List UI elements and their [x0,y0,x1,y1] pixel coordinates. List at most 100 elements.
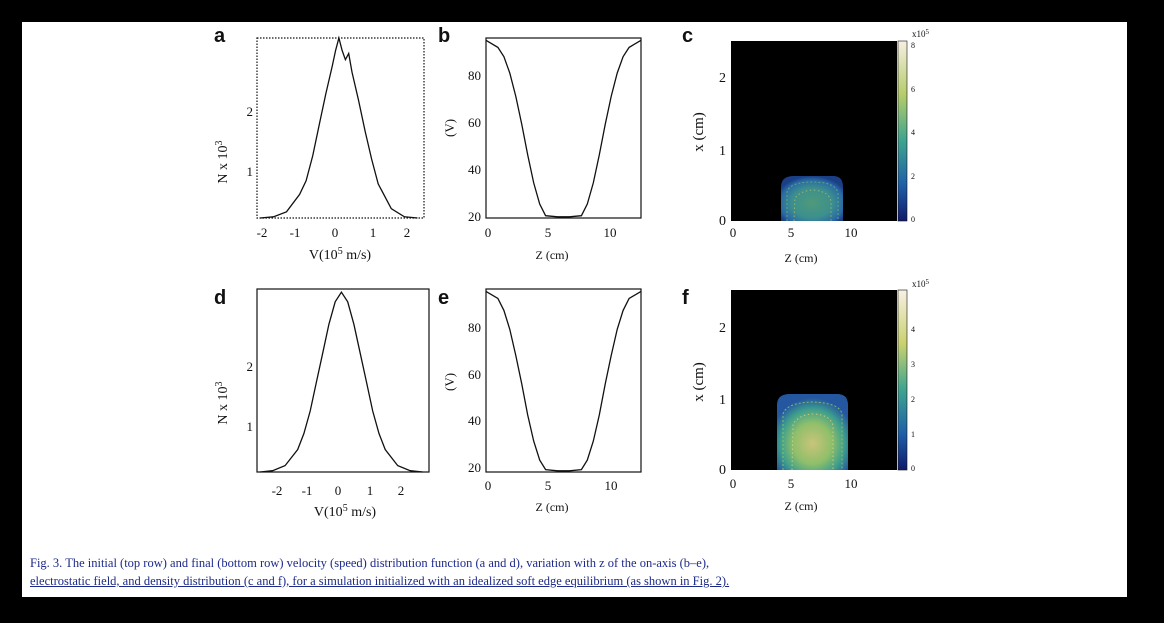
plot-frame-b [485,37,642,219]
y-ticks-d: 1 2 [247,359,254,434]
colorbar-tick: 1 [911,430,915,439]
panel-label-b: b [438,25,450,47]
y-axis-label-f: x (cm) [691,362,707,402]
y-tick-label: 2 [719,71,726,86]
x-tick-label: 0 [332,225,339,240]
y-tick-label: 20 [468,460,481,475]
x-axis-label-c: Z (cm) [785,251,818,265]
colorbar-tick: 0 [911,215,915,224]
y-ticks-b: 20 40 60 80 [468,68,481,224]
x-ticks-e: 0 5 10 [485,478,618,493]
x-ticks-c: 0 5 10 [730,225,858,240]
figure-canvas: a -2 -1 0 1 2 1 2 N x 103 V(105 m/s) b 0 [214,25,930,520]
density-contour [786,181,839,221]
y-tick-label: 0 [719,463,726,478]
x-tick-label: 5 [788,476,795,491]
x-ticks-d: -2 -1 0 1 2 [272,483,405,498]
y-axis-label-a: N x 103 [214,140,231,183]
colorbar-tick: 2 [911,172,915,181]
y-tick-label: 60 [468,367,481,382]
panel-b: b 0 5 10 20 40 60 80 (V) Z (cm) [438,25,642,262]
y-tick-label: 1 [719,393,726,408]
x-tick-label: 0 [730,225,737,240]
x-tick-label: 10 [845,225,858,240]
y-tick-label: 40 [468,162,481,177]
colorbar-c [897,40,908,222]
panel-label-d: d [214,287,226,309]
density-region [781,176,843,221]
x-ticks-a: -2 -1 0 1 2 [257,225,411,240]
x-tick-label: 0 [335,483,342,498]
x-tick-label: 0 [730,476,737,491]
colorbar-tick: 4 [911,325,915,334]
plot-frame-d [256,288,430,473]
x-axis-label-f: Z (cm) [785,499,818,513]
y-axis-label-c: x (cm) [691,112,707,152]
y-tick-label: 0 [719,214,726,229]
colorbar-f [897,289,908,471]
x-axis-label-a: V(105 m/s) [309,246,372,263]
x-tick-label: 5 [545,225,552,240]
colorbar-multiplier-f: x105 [912,278,930,289]
y-ticks-f: 0 1 2 [719,321,726,478]
plot-frame-e [485,288,642,473]
density-contour [782,401,843,470]
panel-e: e 0 5 10 20 40 60 80 (V) Z (cm) [438,287,642,514]
caption-line: electrostatic field, and density distrib… [30,574,730,588]
y-ticks-c: 0 1 2 [719,71,726,229]
x-tick-label: 5 [545,478,552,493]
density-region [777,394,848,470]
y-tick-label: 1 [247,164,254,179]
y-tick-label: 2 [719,321,726,336]
series-line-d [260,291,423,473]
y-ticks-a: 1 2 [247,104,254,179]
x-tick-label: 10 [604,225,617,240]
x-tick-label: 1 [370,225,377,240]
caption-line: Fig. 3. The initial (top row) and final … [30,556,710,570]
density-contour [793,189,832,222]
heatmap-density-f [777,394,848,471]
y-axis-label-d: N x 103 [214,381,231,424]
x-tick-label: -2 [257,225,268,240]
colorbar-ticks-f: 0 1 2 3 4 [911,325,915,473]
y-tick-label: 80 [468,320,481,335]
series-line-e [485,290,642,472]
plot-frame-a [256,37,425,219]
y-tick-label: 2 [247,104,254,119]
panel-label-c: c [682,25,693,47]
x-tick-label: -1 [302,483,313,498]
x-tick-label: 1 [367,483,374,498]
y-tick-label: 1 [719,144,726,159]
colorbar-tick: 4 [911,128,915,137]
x-axis-label-d: V(105 m/s) [314,503,377,520]
x-tick-label: 5 [788,225,795,240]
colorbar-multiplier-c: x105 [912,28,930,39]
colorbar-ticks-c: 0 2 4 6 8 [911,41,915,224]
x-tick-label: 2 [404,225,411,240]
x-axis-label-b: Z (cm) [536,248,569,262]
x-ticks-f: 0 5 10 [730,476,858,491]
y-tick-label: 20 [468,209,481,224]
colorbar-tick: 8 [911,41,915,50]
panel-label-e: e [438,287,449,309]
y-axis-label-e: (V) [442,373,457,391]
colorbar-tick: 2 [911,395,915,404]
figure-caption: Fig. 3. The initial (top row) and final … [30,554,1125,590]
x-tick-label: 2 [398,483,405,498]
x-tick-label: 0 [485,225,492,240]
y-tick-label: 80 [468,68,481,83]
panel-c: c 0 5 10 0 1 2 x (cm) Z (cm) x105 0 [682,25,930,265]
panel-d: d -2 -1 0 1 2 1 2 N x 103 V(105 m/s) [214,287,430,520]
y-tick-label: 1 [247,419,254,434]
panel-label-f: f [682,287,689,309]
x-tick-label: 10 [605,478,618,493]
panel-f: f 0 5 10 0 1 2 x (cm) Z (cm) x105 0 [682,278,930,513]
series-line-b [485,39,642,218]
figure-frame: a -2 -1 0 1 2 1 2 N x 103 V(105 m/s) b 0 [22,22,1127,597]
y-axis-label-b: (V) [442,119,457,137]
x-tick-label: 10 [845,476,858,491]
colorbar-tick: 0 [911,464,915,473]
heatmap-density-c [781,176,843,222]
y-tick-label: 2 [247,359,254,374]
panel-label-a: a [214,25,226,47]
